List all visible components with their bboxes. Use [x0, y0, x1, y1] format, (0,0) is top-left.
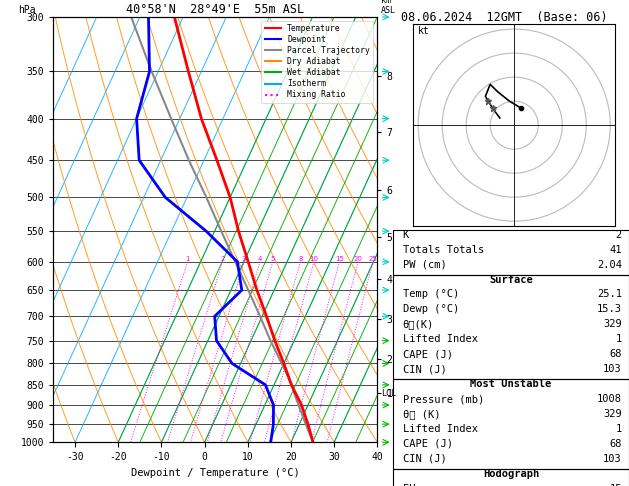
Text: 15.3: 15.3 [597, 304, 622, 314]
Text: 68: 68 [610, 439, 622, 449]
Text: Temp (°C): Temp (°C) [403, 290, 459, 299]
Text: kt: kt [418, 26, 430, 36]
Text: LCL: LCL [381, 389, 396, 398]
Text: 2.04: 2.04 [597, 260, 622, 270]
Text: 41: 41 [610, 244, 622, 255]
Text: Most Unstable: Most Unstable [470, 379, 552, 389]
Text: 10: 10 [309, 256, 318, 262]
Text: 3: 3 [242, 256, 247, 262]
Bar [393, 275, 629, 379]
Text: θᴇ(K): θᴇ(K) [403, 319, 434, 330]
Text: EH: EH [403, 484, 415, 486]
Text: 1: 1 [186, 256, 190, 262]
Text: 4: 4 [258, 256, 262, 262]
Text: 329: 329 [603, 319, 622, 330]
Text: 25.1: 25.1 [597, 290, 622, 299]
Bar [393, 379, 629, 469]
Title: 40°58'N  28°49'E  55m ASL: 40°58'N 28°49'E 55m ASL [126, 3, 304, 16]
Text: 15: 15 [610, 484, 622, 486]
Text: θᴇ (K): θᴇ (K) [403, 409, 440, 419]
Text: CIN (J): CIN (J) [403, 454, 447, 464]
Text: Lifted Index: Lifted Index [403, 424, 477, 434]
Text: 20: 20 [353, 256, 362, 262]
Text: 8: 8 [298, 256, 303, 262]
Text: CAPE (J): CAPE (J) [403, 439, 452, 449]
Text: 1008: 1008 [597, 394, 622, 404]
Text: CAPE (J): CAPE (J) [403, 349, 452, 359]
Text: Hodograph: Hodograph [483, 469, 539, 479]
Text: 2: 2 [220, 256, 225, 262]
X-axis label: Dewpoint / Temperature (°C): Dewpoint / Temperature (°C) [131, 468, 300, 478]
Text: hPa: hPa [18, 5, 35, 15]
Text: km
ASL: km ASL [381, 0, 396, 15]
Text: 103: 103 [603, 454, 622, 464]
Text: 5: 5 [270, 256, 275, 262]
Text: 2: 2 [616, 230, 622, 240]
Text: K: K [403, 230, 409, 240]
Text: 15: 15 [335, 256, 344, 262]
Text: 68: 68 [610, 349, 622, 359]
Text: Surface: Surface [489, 275, 533, 284]
Text: CIN (J): CIN (J) [403, 364, 447, 374]
Text: 103: 103 [603, 364, 622, 374]
Text: 08.06.2024  12GMT  (Base: 06): 08.06.2024 12GMT (Base: 06) [401, 11, 608, 24]
Text: 25: 25 [369, 256, 377, 262]
Text: 1: 1 [616, 334, 622, 344]
Bar [393, 469, 629, 486]
Text: Lifted Index: Lifted Index [403, 334, 477, 344]
Text: 1: 1 [616, 424, 622, 434]
Text: Dewp (°C): Dewp (°C) [403, 304, 459, 314]
Text: PW (cm): PW (cm) [403, 260, 447, 270]
Bar [393, 230, 629, 275]
Text: Pressure (mb): Pressure (mb) [403, 394, 484, 404]
Legend: Temperature, Dewpoint, Parcel Trajectory, Dry Adiabat, Wet Adiabat, Isotherm, Mi: Temperature, Dewpoint, Parcel Trajectory… [262, 21, 374, 103]
Text: Totals Totals: Totals Totals [403, 244, 484, 255]
Text: 329: 329 [603, 409, 622, 419]
